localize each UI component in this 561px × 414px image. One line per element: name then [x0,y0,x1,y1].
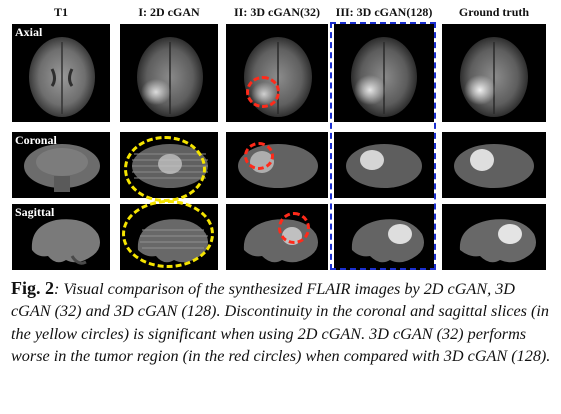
sagittal-3d-cgan-128-image [334,204,434,270]
axial-t1-image: Axial [12,24,110,122]
coronal-t1-image: Coronal [12,132,110,198]
sagittal-2d-cgan-image [120,204,218,270]
caption-text: : Visual comparison of the synthesized F… [11,280,551,365]
figure-label: Fig. 2 [11,278,54,298]
coronal-3d-cgan-32-image [226,132,328,198]
axial-3d-cgan-128-image [334,24,434,122]
figure-caption: Fig. 2: Visual comparison of the synthes… [11,277,556,367]
sagittal-t1-image: Sagittal [12,204,110,270]
column-header-2d-cgan: I: 2D cGAN [138,5,200,19]
column-header-t1: T1 [53,5,68,19]
column-header-3d-cgan-128: III: 3D cGAN(128) [335,5,433,19]
column-header-ground-truth: Ground truth [458,5,530,19]
axial-ground-truth-image [442,24,546,122]
sagittal-3d-cgan-32-image [226,204,328,270]
coronal-2d-cgan-image [120,132,218,198]
row-label-sagittal: Sagittal [15,205,55,219]
axial-2d-cgan-image [120,24,218,122]
row-label-coronal: Coronal [15,133,57,147]
column-header-3d-cgan-32: II: 3D cGAN(32) [234,5,320,19]
coronal-3d-cgan-128-image [334,132,434,198]
row-label-axial: Axial [15,25,43,39]
coronal-ground-truth-image [442,132,546,198]
sagittal-ground-truth-image [442,204,546,270]
axial-3d-cgan-32-image [226,24,328,122]
